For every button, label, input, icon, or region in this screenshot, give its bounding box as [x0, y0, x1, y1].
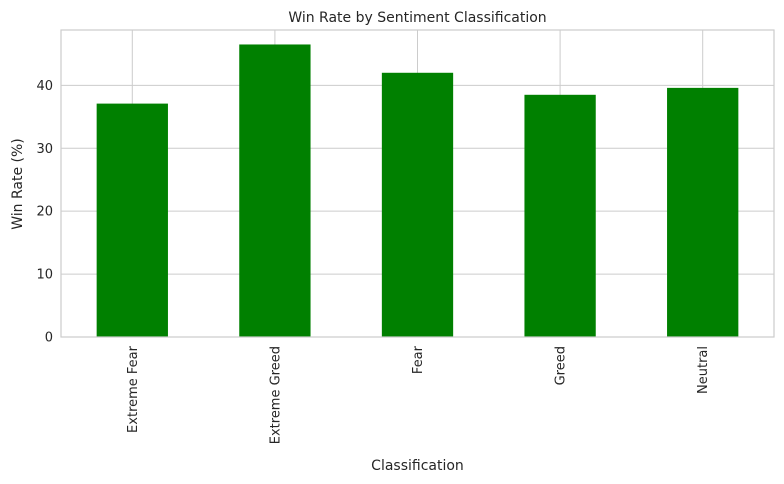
bars-layer	[96, 44, 739, 338]
bar	[96, 103, 168, 337]
bar	[524, 94, 596, 337]
x-tick-label: Fear	[411, 345, 426, 374]
x-tick-label: Extreme Greed	[268, 346, 283, 444]
y-tick-label: 0	[45, 331, 53, 346]
x-tick-labels: Extreme Fear Extreme Greed Fear Greed Neutra…	[126, 345, 711, 444]
bar	[667, 87, 739, 338]
y-axis-label: Win Rate (%)	[10, 138, 26, 230]
x-tick-label: Neutral	[696, 346, 711, 394]
bar	[381, 72, 454, 337]
x-tick-label: Greed	[554, 346, 569, 385]
plot-frame	[60, 29, 775, 338]
chart-title: Win Rate by Sentiment Classification	[288, 10, 546, 26]
bar	[239, 44, 311, 337]
y-tick-label: 20	[36, 205, 53, 220]
x-axis-label: Classification	[371, 458, 464, 474]
y-tick-label: 30	[36, 142, 53, 157]
y-tick-label: 10	[36, 268, 53, 283]
y-tick-labels: 0 10 20 30 40	[36, 79, 53, 346]
y-tick-label: 40	[36, 79, 53, 94]
x-tick-label: Extreme Fear	[126, 345, 141, 433]
